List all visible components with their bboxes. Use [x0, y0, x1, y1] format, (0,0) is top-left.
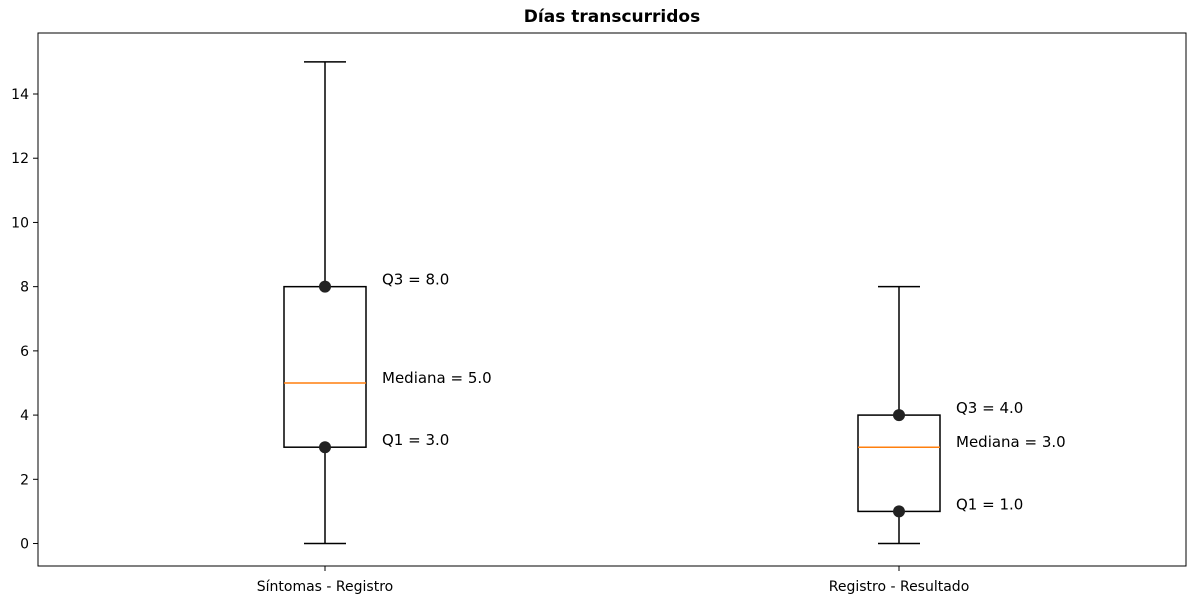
median-annotation: Mediana = 3.0	[956, 433, 1066, 451]
q3-annotation: Q3 = 4.0	[956, 399, 1023, 417]
box-1: Q3 = 8.0 Mediana = 5.0 Q1 = 3.0	[283, 61, 492, 545]
plot-area-frame	[37, 32, 1187, 567]
q3-annotation: Q3 = 8.0	[382, 271, 449, 289]
y-tick-label: 6	[20, 344, 29, 360]
y-axis: 0 2 4 6 8 10 12 14	[11, 87, 38, 553]
y-tick-label: 12	[11, 151, 29, 167]
x-axis: Síntomas - Registro Registro - Resultado	[257, 566, 969, 595]
y-tick-label: 0	[20, 537, 29, 553]
y-tick-label: 14	[11, 87, 29, 103]
x-tick-label: Registro - Resultado	[829, 579, 970, 595]
q3-marker	[893, 409, 905, 422]
chart-title: Días transcurridos	[524, 7, 700, 27]
q1-marker	[893, 505, 905, 518]
q3-marker	[319, 280, 331, 293]
y-tick-label: 8	[20, 280, 29, 296]
y-tick-label: 4	[20, 408, 29, 424]
y-tick-label: 10	[11, 215, 29, 231]
q1-marker	[319, 441, 331, 454]
median-annotation: Mediana = 5.0	[382, 369, 492, 387]
box-iqr	[857, 414, 941, 513]
q1-annotation: Q1 = 3.0	[382, 431, 449, 449]
box-2: Q3 = 4.0 Mediana = 3.0 Q1 = 1.0	[857, 285, 1066, 545]
q1-annotation: Q1 = 1.0	[956, 495, 1023, 513]
boxes-group: Q3 = 8.0 Mediana = 5.0 Q1 = 3.0 Q3 = 4.0 Med…	[283, 61, 1066, 545]
x-tick-label: Síntomas - Registro	[257, 579, 393, 595]
y-tick-label: 2	[20, 472, 29, 488]
box-iqr	[283, 285, 367, 448]
